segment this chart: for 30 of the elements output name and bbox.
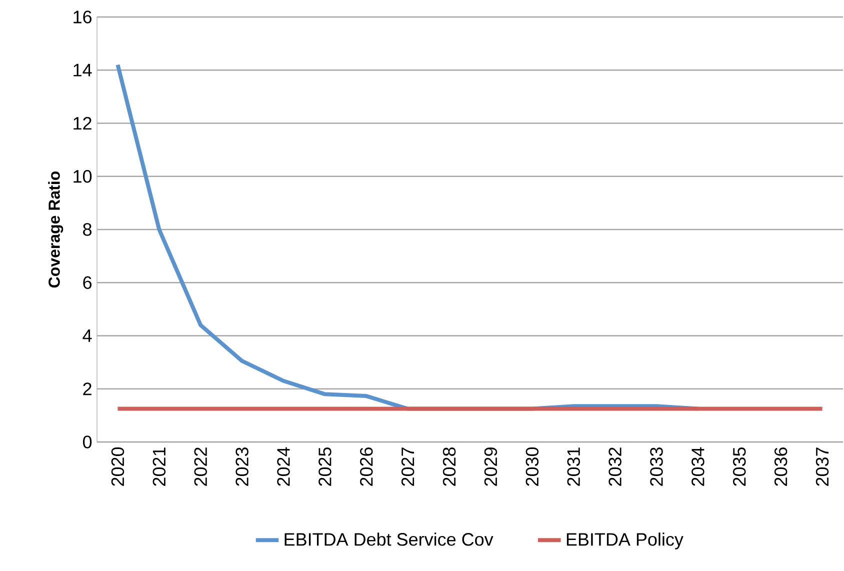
y-tick-label: 6 bbox=[83, 276, 92, 289]
x-tick-label: 2021 bbox=[152, 448, 166, 486]
y-tick-label: 0 bbox=[82, 436, 92, 448]
y-tick-label: 2 bbox=[83, 382, 92, 396]
x-tick-label: 2035 bbox=[733, 447, 746, 486]
y-tick-label: 4 bbox=[82, 330, 92, 342]
x-tick-label: 2036 bbox=[774, 447, 788, 486]
y-tick-label: 14 bbox=[74, 64, 92, 76]
x-tick-label: 2025 bbox=[318, 447, 332, 486]
x-tick-label: 2033 bbox=[650, 447, 663, 486]
y-tick-label: 10 bbox=[74, 170, 92, 183]
x-tick-label: 2024 bbox=[277, 447, 290, 486]
y-axis-title: Coverage Ratio bbox=[48, 171, 64, 288]
x-tick-label: 2037 bbox=[816, 448, 829, 486]
legend-label: EBITDA Debt Service Cov bbox=[284, 532, 494, 546]
x-tick-label: 2027 bbox=[401, 448, 414, 486]
x-tick-label: 2032 bbox=[608, 448, 622, 486]
x-tick-label: 2030 bbox=[526, 447, 539, 486]
x-tick-label: 2028 bbox=[442, 447, 456, 486]
x-tick-label: 2026 bbox=[360, 447, 373, 486]
y-tick-label: 8 bbox=[83, 223, 92, 236]
x-tick-label: 2023 bbox=[236, 447, 248, 486]
x-tick-label: 2031 bbox=[567, 448, 580, 486]
x-tick-label: 2020 bbox=[111, 447, 124, 486]
x-tick-label: 2022 bbox=[194, 448, 207, 486]
y-tick-label: 16 bbox=[74, 10, 92, 24]
y-tick-label: 12 bbox=[74, 116, 92, 130]
x-tick-label: 2034 bbox=[692, 447, 704, 486]
legend-label: EBITDA Policy bbox=[566, 532, 684, 550]
x-tick-label: 2029 bbox=[484, 448, 498, 486]
